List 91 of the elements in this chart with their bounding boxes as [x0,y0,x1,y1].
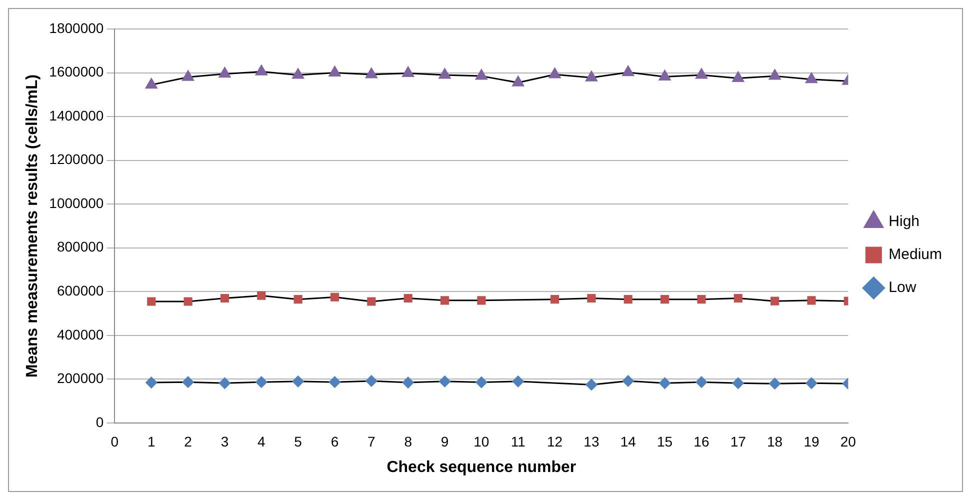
x-tick-label: 6 [330,433,339,450]
y-tick-label: 1600000 [49,64,104,80]
y-tick-label: 1400000 [49,107,104,124]
x-tick-label: 14 [620,433,636,450]
point [147,297,156,306]
x-tick-label: 9 [440,433,449,450]
point [697,295,706,304]
point [768,69,781,80]
y-tick-label: 0 [96,414,104,430]
y-axis-title: Means measurements results (cells/mL) [24,74,42,378]
point [402,376,414,388]
point [439,376,451,388]
x-tick-label: 15 [657,433,673,450]
y-tick-label: 600000 [56,282,104,299]
point [477,296,486,305]
x-tick-label: 16 [694,433,710,450]
x-tick-label: 4 [257,433,266,450]
point [218,67,231,78]
point [659,377,671,389]
x-tick-label: 7 [368,433,376,450]
y-tick-label: 1000000 [49,194,104,211]
point [696,68,708,79]
point [438,68,451,79]
point [475,69,488,80]
point [770,296,780,306]
point [182,70,194,81]
point [807,296,816,305]
point [476,376,488,388]
legend-label: Low [888,279,916,296]
point [145,78,158,89]
point [660,295,670,304]
point [622,66,634,76]
x-tick-label: 18 [767,433,783,450]
point [218,377,230,389]
x-tick-label: 19 [804,433,820,450]
point [806,72,818,84]
point [255,64,268,76]
point [624,295,632,304]
point [548,68,561,78]
legend-label: Medium [888,246,942,264]
point [184,297,192,306]
point [146,376,158,388]
x-tick-label: 17 [730,433,746,450]
point [512,376,524,388]
x-tick-label: 11 [510,433,526,450]
point [402,66,414,77]
x-tick-label: 12 [546,433,563,450]
point [512,76,524,86]
y-tick-label: 400000 [56,326,104,342]
point [328,66,341,77]
point [292,68,304,79]
point [732,377,744,389]
point [587,294,596,303]
y-tick-label: 800000 [56,238,104,255]
x-tick-label: 0 [110,433,119,450]
point [585,70,598,82]
x-axis-title: Check sequence number [386,458,576,476]
x-tick-label: 20 [840,433,856,450]
y-tick-label: 200000 [56,370,104,386]
x-tick-label: 8 [404,433,412,450]
point [404,294,412,303]
point [440,296,450,305]
point [328,376,340,388]
point [732,72,744,82]
y-tick-label: 1800000 [49,20,104,36]
x-tick-label: 2 [184,433,192,450]
point [367,297,376,306]
x-tick-label: 3 [220,433,229,450]
point [622,375,634,387]
point [658,70,671,80]
y-tick-label: 1200000 [49,151,104,168]
point [256,376,268,388]
point [806,377,818,389]
legend-label: High [888,213,920,230]
point [220,294,230,303]
point [365,68,378,78]
point [734,294,742,303]
x-tick-label: 10 [474,433,490,450]
point [330,292,340,302]
point [182,376,194,388]
x-tick-label: 5 [294,433,302,450]
x-tick-label: 1 [147,433,156,450]
point [257,291,266,300]
point [769,378,781,390]
point [294,295,302,304]
point [292,376,304,388]
x-tick-label: 13 [584,433,600,450]
point [550,295,560,304]
point [366,375,378,387]
point [696,376,708,388]
point [586,378,598,390]
